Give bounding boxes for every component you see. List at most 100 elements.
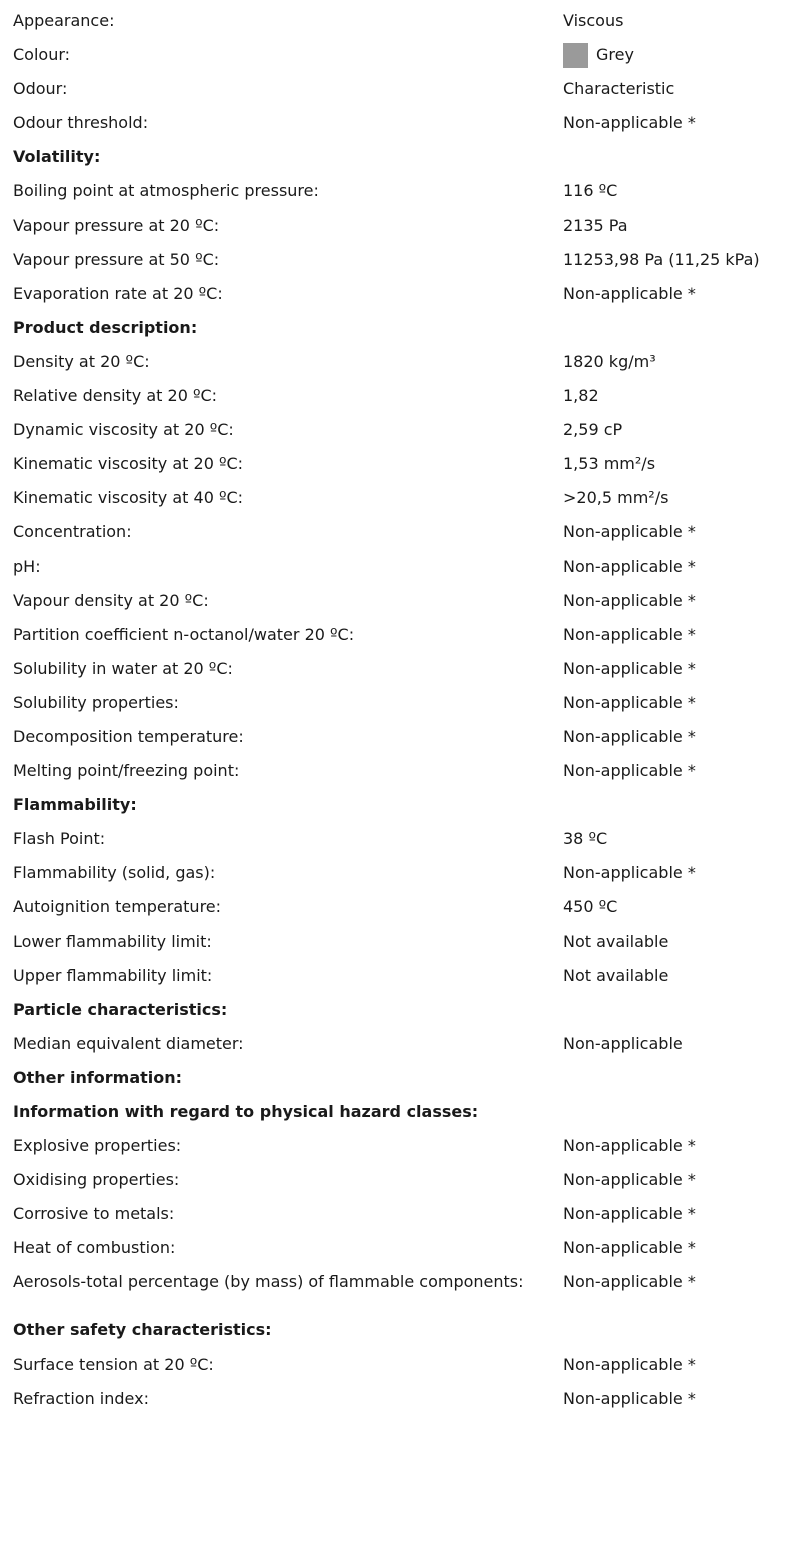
property-label-dynamic-viscosity-at-20-c: Dynamic viscosity at 20 ºC: [13,420,234,440]
property-value: Not available [563,931,669,951]
property-label-aerosols-total-percentage-by-mass-of-flammable-c: Aerosols-total percentage (by mass) of f… [13,1272,524,1292]
property-row: Kinematic viscosity at 40 ºC: >20,5 mm²/s [13,481,812,515]
property-row: Autoignition temperature: 450 ºC [13,890,812,924]
property-value: 2135 Pa [563,215,628,235]
property-value: Non-applicable * [563,1170,696,1190]
property-value-text: Grey [596,45,634,65]
property-row: Dynamic viscosity at 20 ºC: 2,59 cP [13,413,812,447]
property-row: Upper flammability limit: Not available [13,959,812,993]
property-row: Flammability (solid, gas): Non-applicable… [13,856,812,890]
property-row: Corrosive to metals: Non-applicable * [13,1197,812,1231]
property-value: Non-applicable * [563,283,696,303]
property-label-lower-flammability-limit: Lower flammability limit: [13,931,212,951]
property-row: Concentration: Non-applicable * [13,515,812,549]
property-row: Evaporation rate at 20 ºC: Non-applicable… [13,277,812,311]
property-row: Flash Point: 38 ºC [13,822,812,856]
property-row: Relative density at 20 ºC: 1,82 [13,379,812,413]
property-value: 1,82 [563,386,599,406]
property-label-explosive-properties: Explosive properties: [13,1136,182,1156]
section-heading-information-with-regard-to-physical-hazard-class: Information with regard to physical haza… [13,1102,479,1121]
property-value: Non-applicable * [563,658,696,678]
property-row: Lower flammability limit: Not available [13,925,812,959]
property-row: pH: Non-applicable * [13,550,812,584]
section-heading: Particle characteristics: [13,993,812,1027]
property-label-appearance: Appearance: [13,11,115,30]
section-heading-flammability: Flammability: [13,795,137,815]
property-label-solubility-in-water-at-20-c: Solubility in water at 20 ºC: [13,658,233,678]
property-label-upper-flammability-limit: Upper flammability limit: [13,965,213,985]
property-value: Non-applicable * [563,1136,696,1156]
property-value: >20,5 mm²/s [563,488,669,508]
property-value: 450 ºC [563,897,618,917]
property-label-flammability-solid-gas: Flammability (solid, gas): [13,863,216,883]
property-label-oxidising-properties: Oxidising properties: [13,1170,180,1190]
property-label-odour-threshold: Odour threshold: [13,113,149,133]
section-heading: Flammability: [13,788,812,822]
property-label-flash-point: Flash Point: [13,829,106,849]
property-label-evaporation-rate-at-20-c: Evaporation rate at 20 ºC: [13,283,223,303]
property-row: Aerosols-total percentage (by mass) of f… [13,1265,812,1313]
property-label-boiling-point-at-atmospheric-pressure: Boiling point at atmospheric pressure: [13,181,319,201]
section-heading: Information with regard to physical haza… [13,1095,812,1129]
property-value: Non-applicable * [563,522,696,542]
property-label-surface-tension-at-20-c: Surface tension at 20 ºC: [13,1354,214,1374]
property-label-kinematic-viscosity-at-20-c: Kinematic viscosity at 20 ºC: [13,454,244,474]
property-row: Oxidising properties: Non-applicable * [13,1163,812,1197]
property-label-colour: Colour: [13,45,71,65]
property-row: Vapour pressure at 50 ºC: 11253,98 Pa (11… [13,243,812,277]
property-label-vapour-pressure-at-20-c: Vapour pressure at 20 ºC: [13,215,220,235]
property-value: Non-applicable * [563,113,696,133]
property-label-median-equivalent-diameter: Median equivalent diameter: [13,1033,244,1053]
section-heading: Other safety characteristics: [13,1313,812,1347]
property-label-vapour-density-at-20-c: Vapour density at 20 ºC: [13,590,209,610]
property-label-autoignition-temperature: Autoignition temperature: [13,897,222,917]
property-row: Median equivalent diameter: Non-applicabl… [13,1027,812,1061]
property-row: Vapour pressure at 20 ºC: 2135 Pa [13,209,812,243]
property-row: Colour: Grey [13,38,812,72]
property-value: Non-applicable * [563,624,696,644]
property-value: Viscous [563,11,624,30]
property-label-heat-of-combustion: Heat of combustion: [13,1238,176,1258]
section-heading: Product description: [13,311,812,345]
property-row: Odour threshold: Non-applicable * [13,106,812,140]
property-value: Non-applicable * [563,1388,696,1408]
property-value: Not available [563,965,669,985]
section-heading-other-safety-characteristics: Other safety characteristics: [13,1320,272,1340]
property-label-odour: Odour: [13,79,68,99]
property-label-ph: pH: [13,556,41,576]
property-row: Surface tension at 20 ºC: Non-applicable … [13,1348,812,1382]
property-row: Appearance: Viscous [13,4,812,38]
property-label-melting-point-freezing-point: Melting point/freezing point: [13,761,240,781]
properties-sheet: Appearance: Viscous Colour: Grey Odour: Chara… [13,4,812,1416]
colour-swatch [563,42,588,68]
property-label-solubility-properties: Solubility properties: [13,692,179,712]
property-value: Non-applicable * [563,726,696,746]
property-label-relative-density-at-20-c: Relative density at 20 ºC: [13,386,218,406]
property-value: Non-applicable * [563,1354,696,1374]
property-label-corrosive-to-metals: Corrosive to metals: [13,1204,175,1224]
property-row: Kinematic viscosity at 20 ºC: 1,53 mm²/s [13,447,812,481]
property-label-density-at-20-c: Density at 20 ºC: [13,351,150,371]
property-value: Non-applicable [563,1033,683,1053]
property-value: Non-applicable * [563,1238,696,1258]
property-label-decomposition-temperature: Decomposition temperature: [13,726,244,746]
property-row: Vapour density at 20 ºC: Non-applicable * [13,584,812,618]
property-label-vapour-pressure-at-50-c: Vapour pressure at 50 ºC: [13,249,220,269]
section-heading-particle-characteristics: Particle characteristics: [13,999,228,1019]
property-label-concentration: Concentration: [13,522,132,542]
property-value: Non-applicable * [563,692,696,712]
property-value: Non-applicable * [563,1272,696,1292]
property-value: Non-applicable * [563,1204,696,1224]
property-row: Odour: Characteristic [13,72,812,106]
property-row: Decomposition temperature: Non-applicable… [13,720,812,754]
property-label-partition-coefficient-n-octanol-water-20-c: Partition coefficient n-octanol/water 20… [13,624,355,644]
section-heading-volatility: Volatility: [13,147,101,167]
property-row: Refraction index: Non-applicable * [13,1382,812,1416]
property-value: Non-applicable * [563,556,696,576]
section-heading-product-description: Product description: [13,317,198,337]
property-row: Density at 20 ºC: 1820 kg/m³ [13,345,812,379]
property-row: Solubility in water at 20 ºC: Non-applica… [13,652,812,686]
section-heading: Other information: [13,1061,812,1095]
property-label-kinematic-viscosity-at-40-c: Kinematic viscosity at 40 ºC: [13,488,244,508]
property-value: Non-applicable * [563,590,696,610]
